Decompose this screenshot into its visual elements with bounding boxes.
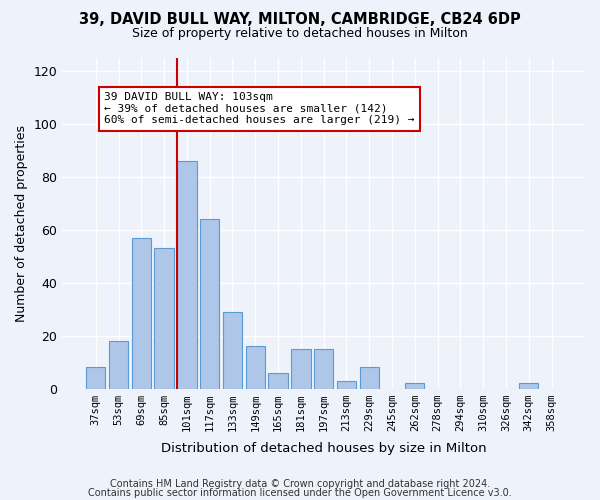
Text: Contains public sector information licensed under the Open Government Licence v3: Contains public sector information licen… <box>88 488 512 498</box>
Bar <box>200 219 220 388</box>
Bar <box>86 368 106 388</box>
Text: 39, DAVID BULL WAY, MILTON, CAMBRIDGE, CB24 6DP: 39, DAVID BULL WAY, MILTON, CAMBRIDGE, C… <box>79 12 521 28</box>
Y-axis label: Number of detached properties: Number of detached properties <box>15 124 28 322</box>
Bar <box>268 372 288 388</box>
Bar <box>131 238 151 388</box>
Bar <box>245 346 265 389</box>
Bar <box>291 349 311 389</box>
Bar <box>223 312 242 388</box>
Bar <box>337 380 356 388</box>
Text: Contains HM Land Registry data © Crown copyright and database right 2024.: Contains HM Land Registry data © Crown c… <box>110 479 490 489</box>
Text: Size of property relative to detached houses in Milton: Size of property relative to detached ho… <box>132 28 468 40</box>
Text: 39 DAVID BULL WAY: 103sqm
← 39% of detached houses are smaller (142)
60% of semi: 39 DAVID BULL WAY: 103sqm ← 39% of detac… <box>104 92 415 126</box>
Bar <box>405 383 424 388</box>
Bar <box>314 349 334 389</box>
Bar <box>177 161 197 388</box>
Bar <box>109 341 128 388</box>
Bar <box>359 368 379 388</box>
Bar <box>154 248 174 388</box>
X-axis label: Distribution of detached houses by size in Milton: Distribution of detached houses by size … <box>161 442 487 455</box>
Bar <box>519 383 538 388</box>
